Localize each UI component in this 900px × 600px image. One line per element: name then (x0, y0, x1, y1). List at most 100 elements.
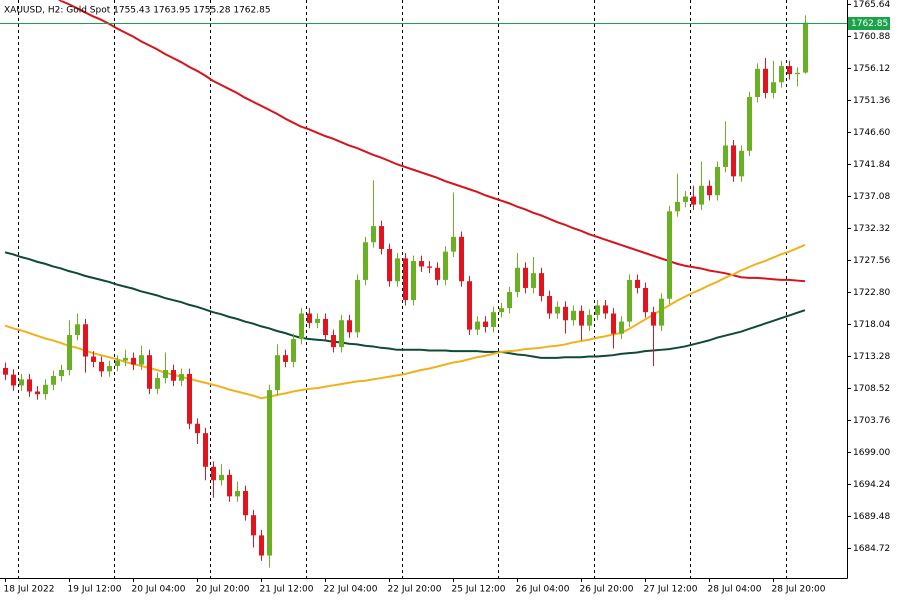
candle-body (179, 374, 184, 381)
candle-body (51, 376, 56, 385)
candle-body (131, 357, 136, 365)
candle-body (283, 355, 288, 362)
y-tick-label: 1689.48 (853, 512, 890, 522)
candle-body (691, 196, 696, 205)
x-tick-label: 20 Jul 20:00 (196, 585, 250, 595)
y-tick-label: 1694.24 (853, 480, 890, 490)
y-tick-label: 1699.00 (853, 448, 890, 458)
candle-body (355, 279, 360, 333)
y-tick-label: 1756.12 (853, 64, 890, 74)
x-tick-label: 22 Jul 04:00 (324, 585, 378, 595)
candle-body (475, 321, 480, 330)
candle-body (723, 145, 728, 167)
candle-body (187, 374, 192, 424)
candle-body (35, 391, 40, 395)
candle-body (451, 236, 456, 252)
candle-body (123, 357, 128, 361)
y-tick-label: 1746.60 (853, 128, 890, 138)
candle-body (731, 145, 736, 177)
x-tick-label: 27 Jul 12:00 (644, 585, 698, 595)
candle-body (315, 318, 320, 323)
y-tick-label: 1765.64 (853, 0, 890, 10)
candle-body (603, 305, 608, 314)
candle-body (203, 433, 208, 467)
candle-body (43, 384, 48, 395)
last-price-box (848, 17, 890, 30)
y-tick-label: 1708.52 (853, 384, 890, 394)
candle-body (507, 291, 512, 309)
y-tick-label: 1684.72 (853, 544, 890, 554)
candle-body (491, 312, 496, 327)
candle-body (659, 298, 664, 326)
candle-body (747, 97, 752, 151)
candle-body (299, 313, 304, 340)
y-tick-label: 1718.04 (853, 320, 890, 330)
candle-body (243, 491, 248, 516)
y-tick-label: 1760.88 (853, 32, 890, 42)
candle-body (595, 305, 600, 315)
candle-body (91, 356, 96, 362)
candle-body (219, 474, 224, 481)
candle-body (307, 313, 312, 323)
candle-body (19, 379, 24, 386)
candle-body (803, 22, 808, 73)
y-tick-label: 1751.36 (853, 96, 890, 106)
x-tick-label: 18 Jul 2022 (4, 585, 55, 595)
candle-body (515, 267, 520, 292)
candle-body (403, 258, 408, 301)
candle-body (163, 369, 168, 379)
candle-body (251, 515, 256, 536)
candle-body (555, 306, 560, 314)
candle-body (363, 242, 368, 280)
candle-body (115, 360, 120, 366)
candle-body (579, 310, 584, 326)
moving-average-line (4, 244, 806, 400)
candle-body (99, 361, 104, 372)
candle-body (651, 312, 656, 326)
candle-body (323, 318, 328, 336)
candle-body (755, 68, 760, 98)
candle-body (587, 314, 592, 326)
candle-body (371, 226, 376, 243)
candle-body (195, 423, 200, 434)
candle-body (483, 321, 488, 327)
candle-body (147, 355, 152, 389)
candle-body (67, 335, 72, 370)
candle-body (139, 355, 144, 365)
candle-body (211, 466, 216, 481)
candle-body (523, 267, 528, 288)
candle-body (763, 68, 768, 93)
candle-body (531, 273, 536, 288)
candle-body (715, 166, 720, 196)
x-tick-label: 28 Jul 20:00 (772, 585, 826, 595)
candle-body (75, 324, 80, 336)
candle-body (683, 196, 688, 202)
candle-body (787, 66, 792, 75)
candle-body (443, 251, 448, 280)
candle-body (83, 324, 88, 357)
candle-body (563, 306, 568, 321)
candle-body (571, 310, 576, 321)
candle-body (619, 321, 624, 334)
candle-body (275, 355, 280, 391)
candle-body (171, 369, 176, 381)
candle-body (59, 369, 64, 377)
y-tick-label: 1737.08 (853, 192, 890, 202)
candle-body (643, 287, 648, 313)
last-price-label: 1762.85 (851, 19, 888, 29)
candle-body (291, 339, 296, 362)
candle-body (387, 248, 392, 282)
candle-body (499, 308, 504, 313)
candle-body (699, 185, 704, 205)
candle-body (459, 236, 464, 282)
candle-body (467, 281, 472, 330)
candle-body (259, 535, 264, 556)
candle-body (427, 266, 432, 268)
y-tick-label: 1722.80 (853, 288, 890, 298)
x-tick-label: 26 Jul 04:00 (516, 585, 570, 595)
x-tick-label: 19 Jul 12:00 (68, 585, 122, 595)
candle-body (411, 261, 416, 301)
candle-body (771, 82, 776, 93)
